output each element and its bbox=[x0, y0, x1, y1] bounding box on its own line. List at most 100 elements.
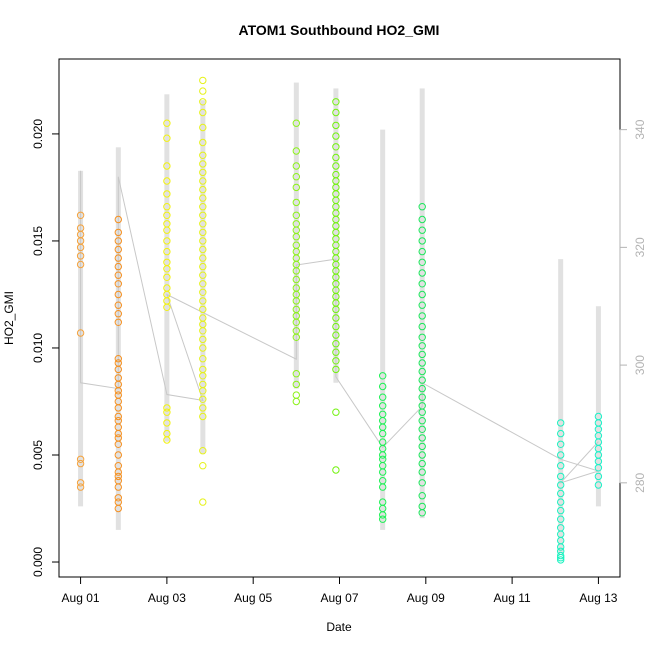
data-point-7-30 bbox=[418, 226, 426, 234]
data-point-6-8 bbox=[379, 455, 387, 463]
data-point-1-28 bbox=[114, 280, 123, 288]
x-tick-label-3: Aug 07 bbox=[320, 591, 358, 605]
data-point-0-0 bbox=[76, 483, 85, 491]
data-point-2-20 bbox=[163, 162, 171, 170]
data-point-4-21 bbox=[292, 211, 300, 220]
data-point-7-28 bbox=[418, 247, 426, 256]
data-point-3-1 bbox=[199, 462, 207, 470]
data-point-0-2 bbox=[76, 459, 85, 468]
data-point-2-18 bbox=[163, 190, 171, 198]
data-point-3-23 bbox=[199, 245, 207, 254]
data-point-3-24 bbox=[199, 237, 207, 245]
x-axis-label: Date bbox=[326, 620, 352, 634]
data-point-6-11 bbox=[379, 438, 387, 446]
data-point-7-5 bbox=[418, 459, 426, 468]
data-point-4-22 bbox=[292, 198, 300, 207]
data-point-0-10 bbox=[76, 224, 85, 232]
x-axis: Aug 01 Aug 03 Aug 05 Aug 07 Aug 09 Aug 11 Aug … bbox=[62, 576, 618, 605]
data-point-8-17 bbox=[557, 429, 565, 438]
data-point-3-31 bbox=[199, 177, 207, 185]
data-point-5-32 bbox=[332, 153, 340, 162]
data-point-3-11 bbox=[199, 344, 207, 352]
data-point-5-1 bbox=[332, 408, 340, 416]
data-point-4-20 bbox=[292, 220, 300, 228]
data-point-8-7 bbox=[557, 524, 565, 532]
data-point-7-8 bbox=[418, 434, 426, 442]
data-point-8-10 bbox=[557, 498, 565, 506]
data-point-7-21 bbox=[418, 322, 426, 331]
data-point-2-1 bbox=[163, 429, 171, 438]
data-point-2-12 bbox=[163, 247, 171, 256]
data-point-3-7 bbox=[199, 380, 207, 389]
data-point-7-27 bbox=[418, 258, 426, 266]
data-point-5-4 bbox=[332, 348, 340, 356]
data-point-7-16 bbox=[418, 367, 426, 376]
data-point-8-2 bbox=[557, 551, 565, 560]
data-point-5-2 bbox=[332, 365, 340, 374]
data-point-3-27 bbox=[199, 211, 207, 220]
data-point-6-17 bbox=[379, 393, 387, 401]
data-point-4-2 bbox=[292, 380, 300, 389]
data-point-4-17 bbox=[292, 241, 300, 249]
x-tick-label-4: Aug 09 bbox=[407, 591, 445, 605]
data-point-3-38 bbox=[199, 98, 207, 106]
data-point-1-27 bbox=[114, 290, 123, 299]
data-point-7-13 bbox=[418, 393, 426, 401]
right-tick-label-2: 320 bbox=[633, 237, 647, 257]
data-point-5-0 bbox=[332, 466, 340, 474]
data-point-2-16 bbox=[163, 211, 171, 220]
data-point-7-4 bbox=[418, 468, 426, 476]
secondary-range-4 bbox=[293, 82, 299, 389]
data-point-5-3 bbox=[332, 357, 340, 365]
data-point-7-10 bbox=[418, 417, 426, 425]
data-point-3-32 bbox=[199, 168, 207, 177]
right-tick-label-0: 280 bbox=[633, 472, 647, 492]
data-point-7-22 bbox=[418, 312, 426, 320]
data-point-4-11 bbox=[292, 284, 300, 292]
data-point-5-34 bbox=[332, 132, 340, 140]
data-point-1-20 bbox=[114, 374, 123, 382]
data-point-8-11 bbox=[557, 489, 565, 498]
data-point-3-20 bbox=[199, 271, 207, 279]
data-point-2-3 bbox=[163, 408, 171, 416]
data-point-8-3 bbox=[557, 547, 565, 555]
data-point-6-19 bbox=[379, 372, 387, 380]
data-point-0-6 bbox=[76, 252, 85, 260]
data-point-2-9 bbox=[163, 273, 171, 281]
data-point-7-2 bbox=[418, 492, 426, 500]
secondary-range-2 bbox=[164, 94, 170, 442]
data-point-8-8 bbox=[557, 515, 565, 523]
data-point-3-35 bbox=[199, 138, 207, 147]
data-point-1-24 bbox=[114, 318, 123, 326]
data-point-1-26 bbox=[114, 301, 123, 309]
data-point-2-13 bbox=[163, 237, 171, 245]
data-point-8-0 bbox=[557, 556, 565, 564]
data-point-3-26 bbox=[199, 220, 207, 228]
data-point-8-14 bbox=[557, 462, 565, 470]
data-point-5-33 bbox=[332, 143, 340, 151]
data-point-4-25 bbox=[292, 162, 300, 170]
data-point-6-0 bbox=[379, 515, 387, 523]
x-tick-label-5: Aug 11 bbox=[494, 591, 531, 605]
data-point-3-5 bbox=[199, 395, 207, 403]
data-point-7-7 bbox=[418, 442, 426, 451]
right-axis: 280 300 320 340 bbox=[619, 119, 647, 493]
data-point-4-26 bbox=[292, 147, 300, 155]
data-point-7-9 bbox=[418, 425, 426, 433]
data-point-4-0 bbox=[292, 397, 300, 406]
secondary-range-6 bbox=[380, 129, 386, 530]
y-tick-label-0: 0.000 bbox=[31, 547, 45, 577]
data-point-7-24 bbox=[418, 290, 426, 299]
data-point-5-30 bbox=[332, 170, 340, 179]
data-point-1-34 bbox=[114, 228, 123, 237]
y-axis: 0.000 0.005 0.010 0.015 0.020 bbox=[31, 119, 60, 577]
data-point-7-17 bbox=[418, 359, 426, 367]
data-point-5-7 bbox=[332, 322, 340, 331]
data-point-3-4 bbox=[199, 404, 207, 412]
data-point-3-21 bbox=[199, 262, 207, 271]
data-point-2-2 bbox=[163, 419, 171, 427]
x-tick-label-1: Aug 03 bbox=[148, 591, 186, 605]
data-point-3-40 bbox=[199, 76, 207, 85]
data-point-0-1 bbox=[76, 479, 85, 487]
secondary-range-3 bbox=[200, 100, 206, 454]
